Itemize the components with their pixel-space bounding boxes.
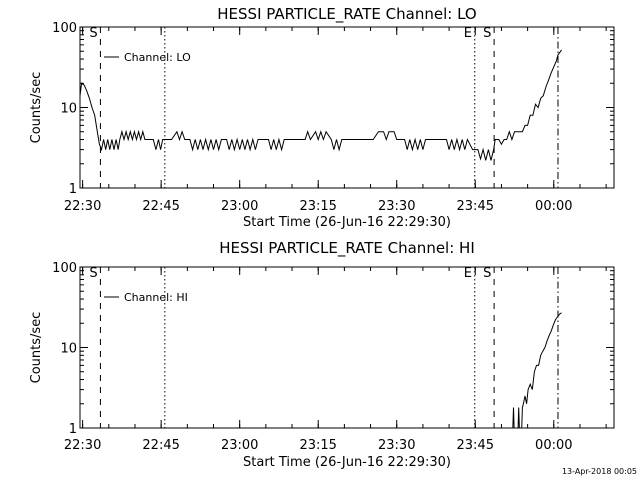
chart-title: HESSI PARTICLE_RATE Channel: LO [217,5,476,24]
y-tick-label: 1 [69,182,77,197]
y-tick-label: 1 [69,422,77,437]
event-marker-label: S [483,26,491,41]
y-tick-label: 10 [60,342,77,357]
x-axis-label: Start Time (26-Jun-16 22:29:30) [243,455,451,470]
series-line [512,312,562,428]
x-tick-label: 00:00 [535,438,572,453]
legend-label: Channel: LO [124,51,191,64]
y-axis-label: Counts/sec [29,312,44,384]
x-tick-label: 22:30 [64,438,101,453]
x-tick-label: 23:15 [299,438,336,453]
x-tick-label: 22:30 [64,199,101,214]
x-tick-label: 23:30 [378,438,415,453]
y-tick-label: 10 [60,102,77,117]
y-tick-label: 100 [52,261,77,276]
event-marker-label: E [464,266,472,281]
x-tick-label: 23:45 [457,438,494,453]
event-marker-label: S [89,26,97,41]
series-line [80,49,563,161]
x-axis-label: Start Time (26-Jun-16 22:29:30) [243,215,451,230]
hi-channel-panel: HESSI PARTICLE_RATE Channel: HI 1 10 100 22:… [29,239,615,470]
x-tick-label: 23:00 [221,199,258,214]
lo-channel-panel: HESSI PARTICLE_RATE Channel: LO 1 10 100 22:… [29,5,615,230]
y-axis-label: Counts/sec [29,72,44,144]
event-marker-label: S [89,266,97,281]
legend-label: Channel: HI [124,291,188,304]
x-tick-label: 23:45 [457,199,494,214]
event-marker-label: S [483,266,491,281]
x-tick-label: 23:30 [378,199,415,214]
x-tick-label: 22:45 [142,199,179,214]
date-stamp: 13-Apr-2018 00:05 [562,467,637,476]
x-tick-label: 23:00 [221,438,258,453]
chart-title: HESSI PARTICLE_RATE Channel: HI [219,239,475,258]
x-tick-label: 23:15 [299,199,336,214]
y-tick-label: 100 [52,21,77,36]
x-tick-label: 22:45 [142,438,179,453]
x-tick-label: 00:00 [535,199,572,214]
event-marker-label: E [464,26,472,41]
